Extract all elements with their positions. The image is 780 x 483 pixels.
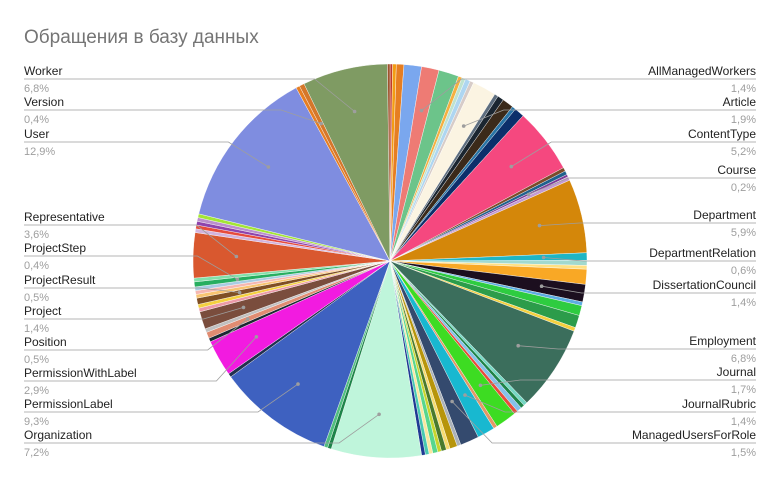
label-content-type: ContentType [688,127,756,141]
leader-line-journal-rubric [464,394,756,413]
percent-worker: 6,8% [24,83,49,95]
label-position: Position [24,335,67,349]
percent-representative: 3,6% [24,229,49,241]
percent-article: 1,9% [731,114,756,126]
percent-all-managed-workers: 1,4% [731,83,756,95]
label-all-managed-workers: AllManagedWorkers [648,64,756,78]
leader-line-all-managed-workers [421,78,756,111]
slice-permission-label [230,260,391,447]
leader-lines [24,78,756,444]
label-course: Course [717,163,756,177]
leader-line-worker [24,78,355,112]
leader-line-project-result [24,287,240,293]
percent-permission-with-label: 2,9% [24,385,49,397]
leader-line-journal [480,379,756,386]
percent-project-result: 0,5% [24,292,49,304]
label-user: User [24,127,49,141]
leader-line-project [24,307,244,320]
percent-organization: 7,2% [24,447,49,459]
percent-course: 0,2% [731,182,756,194]
percent-journal: 1,7% [731,384,756,396]
label-managed-users-for-role: ManagedUsersForRole [632,428,756,442]
leader-line-user [24,141,269,168]
label-journal: Journal [717,365,756,379]
leader-line-managed-users-for-role [451,401,756,444]
leader-line-representative [24,224,237,257]
label-worker: Worker [24,64,62,78]
percent-project: 1,4% [24,323,49,335]
slice-77 [387,63,391,262]
percent-employment: 6,8% [731,353,756,365]
percent-version: 0,4% [24,114,49,126]
leader-line-permission-label [24,383,299,413]
slice-user [198,87,391,262]
label-department: Department [693,208,756,222]
chart-title: Обращения в базу данных [24,27,259,48]
leader-line-project-step [24,255,238,280]
leader-line-version [24,109,322,124]
label-permission-with-label: PermissionWithLabel [24,366,137,380]
percent-managed-users-for-role: 1,5% [731,447,756,459]
label-permission-label: PermissionLabel [24,397,113,411]
percent-department: 5,9% [731,227,756,239]
leader-line-content-type [511,141,756,167]
leader-dot-user [266,165,271,169]
leader-line-dissertation-council [541,285,756,294]
leader-line-article [463,109,756,127]
percent-department-relation: 0,6% [731,265,756,277]
label-dissertation-council: DissertationCouncil [653,278,756,292]
leader-line-organization [24,413,380,444]
label-article: Article [723,95,757,109]
label-project-result: ProjectResult [24,273,96,287]
leader-line-permission-with-label [24,336,257,382]
percent-journal-rubric: 1,4% [731,416,756,428]
percent-project-step: 0,4% [24,260,49,272]
leader-line-department [539,222,756,226]
percent-position: 0,5% [24,354,49,366]
leader-line-employment [518,345,756,350]
percent-dissertation-council: 1,4% [731,297,756,309]
label-project-step: ProjectStep [24,241,86,255]
label-organization: Organization [24,428,92,442]
label-version: Version [24,95,64,109]
label-department-relation: DepartmentRelation [649,246,756,260]
leader-line-department-relation [543,257,756,262]
leader-line-position [24,318,248,351]
label-employment: Employment [689,334,756,348]
label-journal-rubric: JournalRubric [682,397,756,411]
percent-user: 12,9% [24,146,55,158]
percent-content-type: 5,2% [731,146,756,158]
slice-labels: AllManagedWorkers1,4%Article1,9%ContentT… [24,64,757,459]
pie-slices [192,63,588,459]
leader-line-course [528,177,756,195]
label-project: Project [24,304,62,318]
label-representative: Representative [24,210,105,224]
percent-permission-label: 9,3% [24,416,49,428]
